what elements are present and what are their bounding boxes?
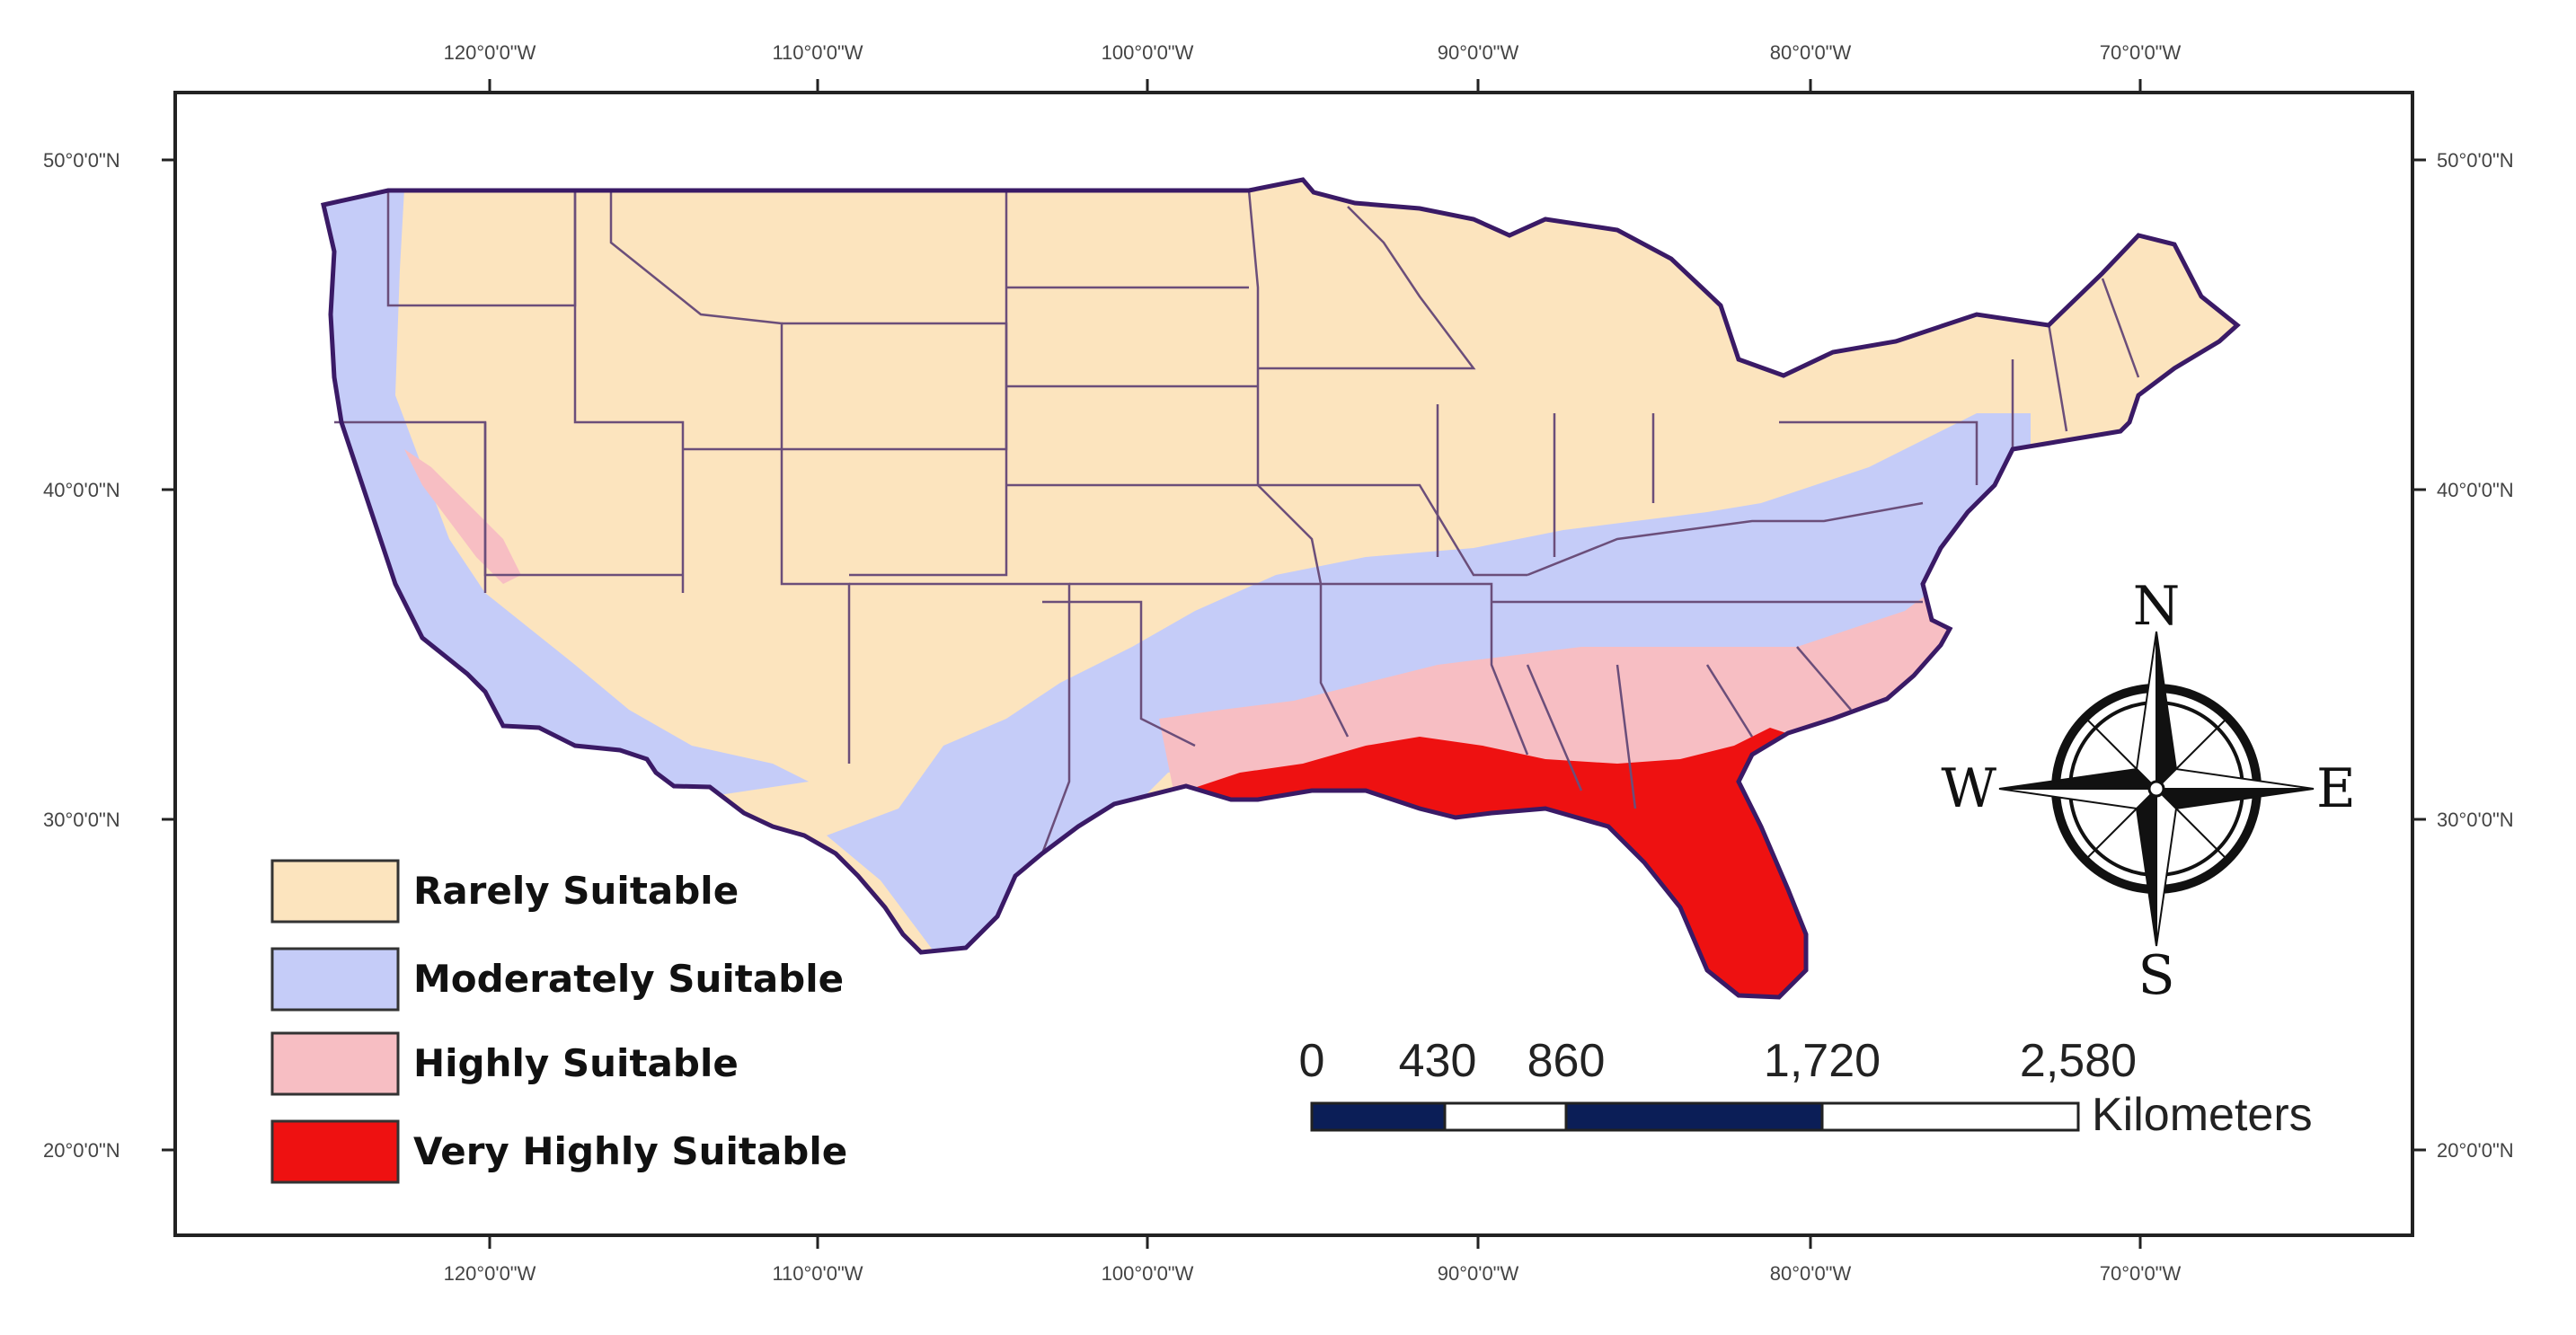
state-boundary-line (573, 190, 685, 593)
scale-segment (1310, 1101, 1447, 1132)
compass-north-label: N (2133, 575, 2181, 638)
state-boundary-line (1492, 600, 1923, 809)
top-tick-label: 110°0'0"W (772, 41, 863, 64)
bottom-tick-label: 90°0'0"W (1438, 1262, 1519, 1285)
scale-segment (1564, 1101, 1824, 1132)
scale-label: 1,720 (1764, 1035, 1881, 1087)
legend-swatch (270, 1119, 400, 1184)
zone-highly-california (404, 449, 521, 584)
zone-very-highly-gulf-coast (1168, 728, 1824, 997)
state-boundary-line (1069, 582, 1350, 738)
right-axis-labels: 50°0'0"N 40°0'0"N 30°0'0"N 20°0'0"N (2437, 149, 2514, 1162)
legend-swatch (270, 859, 400, 924)
scale-label: 2,580 (2020, 1035, 2137, 1087)
top-tick-label: 70°0'0"W (2100, 41, 2182, 64)
state-boundary-line (1042, 600, 1196, 747)
scale-segment (1820, 1101, 2080, 1132)
bottom-tick-label: 120°0'0"W (444, 1262, 536, 1285)
state-boundary-line (1321, 582, 1529, 756)
compass-rose: N S E W (1941, 575, 2355, 1007)
bottom-tick-label: 110°0'0"W (772, 1262, 863, 1285)
legend-label: Rarely Suitable (413, 869, 739, 913)
scale-bar: 0 430 860 1,720 2,580 Kilometers (1299, 1035, 2313, 1141)
scale-label: 0 (1299, 1035, 1325, 1087)
legend-label: Highly Suitable (413, 1041, 739, 1085)
bottom-axis-labels: 120°0'0"W 110°0'0"W 100°0'0"W 90°0'0"W 8… (444, 1262, 2182, 1285)
state-boundary-line (1285, 483, 1527, 577)
legend-swatch (270, 947, 400, 1012)
scale-label: 430 (1399, 1035, 1477, 1087)
state-boundary-line (1779, 278, 2140, 485)
right-tick-label: 50°0'0"N (2437, 149, 2514, 172)
map-legend: Rarely Suitable Moderately Suitable Highly… (270, 859, 847, 1184)
compass-center (2147, 780, 2165, 798)
top-tick-label: 100°0'0"W (1102, 41, 1194, 64)
legend-swatch (270, 1031, 400, 1096)
state-boundary-line (1527, 501, 1924, 577)
legend-label: Moderately Suitable (413, 957, 844, 1001)
state-boundary-line (609, 190, 783, 451)
right-tick-label: 40°0'0"N (2437, 479, 2514, 501)
state-boundary-line (849, 582, 1071, 854)
graticule-ticks (162, 79, 2426, 1249)
compass-east-label: E (2316, 757, 2356, 820)
left-tick-label: 50°0'0"N (43, 149, 120, 172)
scale-unit-label: Kilometers (2092, 1089, 2313, 1141)
state-boundary-line (1006, 286, 1285, 487)
left-axis-labels: 50°0'0"N 40°0'0"N 30°0'0"N 20°0'0"N (43, 149, 120, 1162)
state-boundaries (334, 190, 2140, 854)
bottom-tick-label: 100°0'0"W (1102, 1262, 1194, 1285)
bottom-tick-label: 70°0'0"W (2100, 1262, 2182, 1285)
scale-segment (1443, 1101, 1568, 1132)
left-tick-label: 20°0'0"N (43, 1139, 120, 1162)
right-tick-label: 30°0'0"N (2437, 809, 2514, 831)
left-tick-label: 40°0'0"N (43, 479, 120, 501)
left-tick-label: 30°0'0"N (43, 809, 120, 831)
right-tick-label: 20°0'0"N (2437, 1139, 2514, 1162)
top-tick-label: 120°0'0"W (444, 41, 536, 64)
compass-cardinal-points (1998, 631, 2315, 947)
bottom-tick-label: 80°0'0"W (1770, 1262, 1852, 1285)
top-tick-label: 80°0'0"W (1770, 41, 1852, 64)
state-boundary-line (1258, 206, 1476, 370)
compass-south-label: S (2138, 944, 2174, 1007)
top-axis-labels: 120°0'0"W 110°0'0"W 100°0'0"W 90°0'0"W 8… (444, 41, 2182, 64)
state-boundary-line (483, 422, 683, 577)
compass-west-label: W (1941, 757, 1996, 820)
state-boundary-line (849, 190, 1008, 577)
legend-label: Very Highly Suitable (413, 1129, 847, 1173)
state-boundary-line (1436, 404, 1655, 557)
top-tick-label: 90°0'0"W (1438, 41, 1519, 64)
state-boundary-line (1247, 190, 1323, 585)
scale-label: 860 (1527, 1035, 1606, 1087)
